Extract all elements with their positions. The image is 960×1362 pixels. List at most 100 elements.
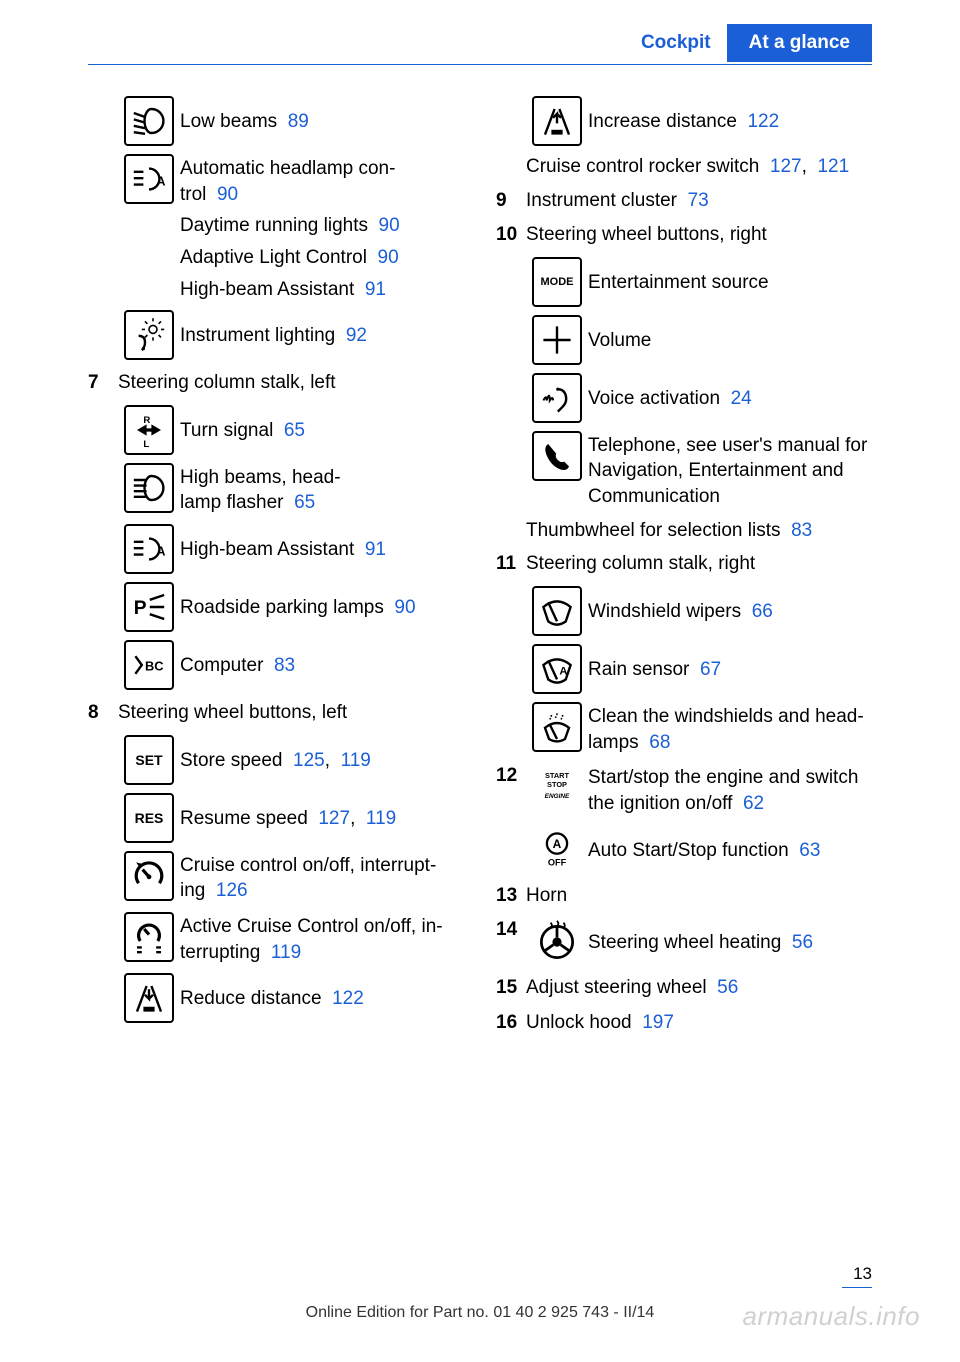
s9-ref[interactable]: 73 xyxy=(688,190,709,211)
section-10-title: 10 Steering wheel buttons, right xyxy=(496,222,872,249)
low-beams-icon xyxy=(124,96,174,146)
rain-ref[interactable]: 67 xyxy=(700,659,721,680)
num-10: 10 xyxy=(496,222,526,249)
num-8: 8 xyxy=(88,700,118,727)
num-11: 11 xyxy=(496,551,526,578)
entry-rain: A Rain sensor 67 xyxy=(496,644,872,694)
voice-ref[interactable]: 24 xyxy=(731,388,752,409)
phone-label: Telephone, see user's manual for Navigat… xyxy=(588,435,867,507)
section-8-title: 8 Steering wheel buttons, left xyxy=(88,700,464,727)
increase-ref[interactable]: 122 xyxy=(747,111,779,132)
thumb-ref[interactable]: 83 xyxy=(791,520,812,541)
auto-headlamp-l2: trol xyxy=(180,184,206,205)
instrument-lighting-icon xyxy=(124,310,174,360)
title-8: Steering wheel buttons, left xyxy=(118,700,464,726)
cc-ref[interactable]: 126 xyxy=(216,880,248,901)
watermark: armanuals.info xyxy=(742,1301,920,1332)
clean-windshield-icon xyxy=(532,702,582,752)
s14-ref[interactable]: 56 xyxy=(792,932,813,953)
entry-low-beams: Low beams 89 xyxy=(88,96,464,146)
res-icon: RES xyxy=(124,793,174,843)
section-13: 13 Horn xyxy=(496,883,872,910)
right-column: Increase distance 122 Cruise control roc… xyxy=(496,96,872,1044)
title-7: Steering column stalk, left xyxy=(118,370,464,396)
rain-label: Rain sensor xyxy=(588,659,689,680)
title-11: Steering column stalk, right xyxy=(526,551,872,577)
section-9: 9 Instrument cluster 73 xyxy=(496,188,872,215)
entry-rocker: Cruise control rocker switch 127, 121 xyxy=(496,154,872,180)
columns: Low beams 89 A Automatic headlamp con‐ t… xyxy=(88,96,872,1044)
section-14: 14 Steering wheel heating 56 xyxy=(496,917,872,967)
rocker-ref2[interactable]: 121 xyxy=(817,156,849,177)
roadside-parking-icon: P xyxy=(124,582,174,632)
adaptive-label: Adaptive Light Control xyxy=(180,247,367,268)
set-ref1[interactable]: 125 xyxy=(293,750,325,771)
set-ref2[interactable]: 119 xyxy=(341,750,371,771)
mode-icon: MODE xyxy=(532,257,582,307)
telephone-icon xyxy=(532,431,582,481)
rocker-label: Cruise control rocker switch xyxy=(526,156,759,177)
start-ref[interactable]: 62 xyxy=(743,793,764,814)
high-beams-ref[interactable]: 65 xyxy=(294,492,315,513)
s14-label: Steering wheel heating xyxy=(588,932,781,953)
auto-headlamp-icon: A xyxy=(124,154,174,204)
auto-start-stop-icon: AOFF xyxy=(532,825,582,875)
autoss-ref[interactable]: 63 xyxy=(799,840,820,861)
section-12-start: 12 STARTSTOPENGINE Start/stop the engine… xyxy=(496,763,872,816)
instr-lighting-ref[interactable]: 92 xyxy=(346,325,367,346)
num-9: 9 xyxy=(496,188,526,215)
steering-wheel-heating-icon xyxy=(532,917,582,967)
svg-text:R: R xyxy=(143,415,150,426)
reduce-ref[interactable]: 122 xyxy=(332,988,364,1009)
svg-text:L: L xyxy=(143,439,149,450)
auto-headlamp-ref[interactable]: 90 xyxy=(217,184,238,205)
entry-clean: Clean the windshields and head‐ lamps 68 xyxy=(496,702,872,755)
clean-l1: Clean the windshields and head‐ xyxy=(588,706,864,727)
low-beams-label: Low beams xyxy=(180,111,277,132)
entry-hba: A High-beam Assistant 91 xyxy=(88,524,464,574)
header-rule xyxy=(88,64,872,65)
entry-computer: BC Computer 83 xyxy=(88,640,464,690)
hba6-ref[interactable]: 91 xyxy=(365,279,386,300)
thumb-label: Thumbwheel for selection lists xyxy=(526,520,781,541)
computer-ref[interactable]: 83 xyxy=(274,655,295,676)
adaptive-ref[interactable]: 90 xyxy=(378,247,399,268)
entry-voice: Voice activation 24 xyxy=(496,373,872,423)
clean-ref[interactable]: 68 xyxy=(649,732,670,753)
title-10: Steering wheel buttons, right xyxy=(526,222,872,248)
entry-auto-headlamp: A Automatic headlamp con‐ trol 90 Daytim… xyxy=(88,154,464,302)
entry-instr-lighting: Instrument lighting 92 xyxy=(88,310,464,360)
svg-text:OFF: OFF xyxy=(548,857,567,867)
turn-signal-ref[interactable]: 65 xyxy=(284,420,305,441)
page-number-rule xyxy=(842,1287,872,1288)
low-beams-ref[interactable]: 89 xyxy=(288,111,309,132)
entry-phone: Telephone, see user's manual for Navigat… xyxy=(496,431,872,510)
res-sep: , xyxy=(350,808,355,829)
entry-res: RES Resume speed 127, 119 xyxy=(88,793,464,843)
wipers-ref[interactable]: 66 xyxy=(752,601,773,622)
daytime-label: Daytime running lights xyxy=(180,215,368,236)
s15-label: Adjust steering wheel xyxy=(526,977,707,998)
res-ref1[interactable]: 127 xyxy=(318,808,350,829)
mode-label: Entertainment source xyxy=(588,272,769,293)
s16-ref[interactable]: 197 xyxy=(642,1012,674,1033)
acc-ref[interactable]: 119 xyxy=(271,942,301,963)
high-beams-l2: lamp flasher xyxy=(180,492,284,513)
s13-label: Horn xyxy=(526,883,872,909)
set-sep: , xyxy=(325,750,330,771)
cc-l2: ing xyxy=(180,880,205,901)
section-7-title: 7 Steering column stalk, left xyxy=(88,370,464,397)
volume-icon xyxy=(532,315,582,365)
high-beam-assistant-icon: A xyxy=(124,524,174,574)
hba-ref[interactable]: 91 xyxy=(365,539,386,560)
res-label: Resume speed xyxy=(180,808,308,829)
section-16: 16 Unlock hood 197 xyxy=(496,1010,872,1037)
roadside-ref[interactable]: 90 xyxy=(394,597,415,618)
s15-ref[interactable]: 56 xyxy=(717,977,738,998)
entry-acc: Active Cruise Control on/off, in‐ terrup… xyxy=(88,912,464,965)
res-ref2[interactable]: 119 xyxy=(366,808,396,829)
rocker-ref1[interactable]: 127 xyxy=(770,156,802,177)
daytime-ref[interactable]: 90 xyxy=(379,215,400,236)
svg-text:A: A xyxy=(156,543,165,558)
entry-turn-signal: RL Turn signal 65 xyxy=(88,405,464,455)
